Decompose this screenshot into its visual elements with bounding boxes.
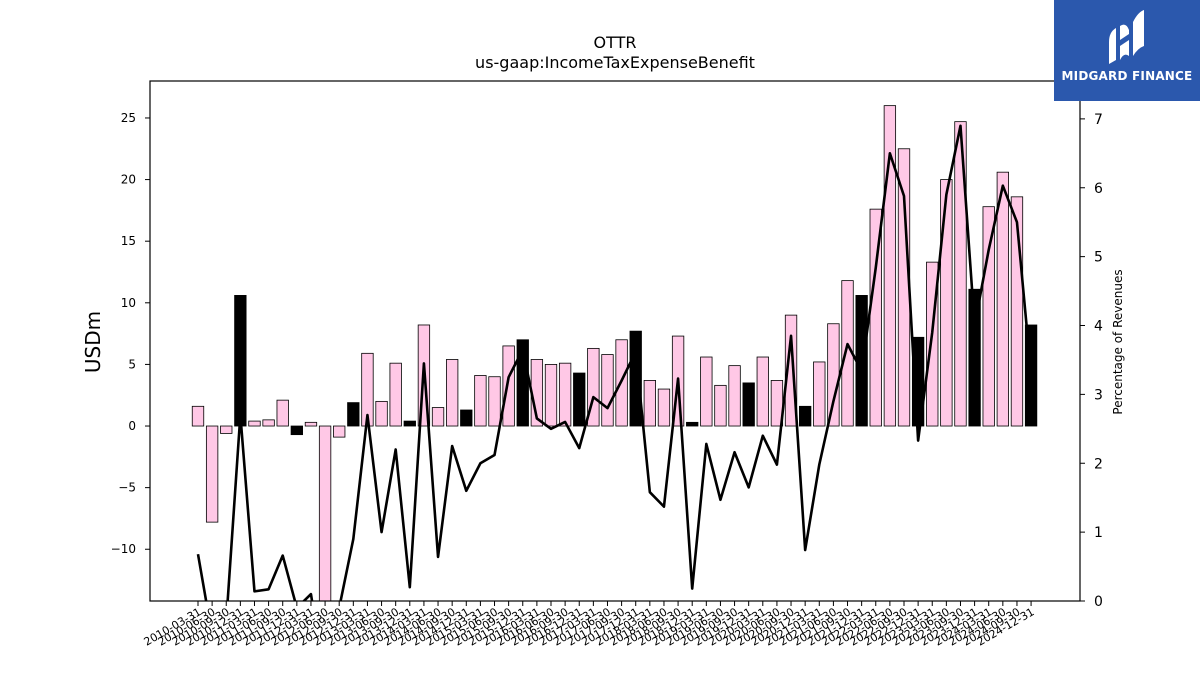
- bar-2010-06-30: [205, 425, 219, 523]
- y2-tick-label: 2: [1094, 456, 1103, 472]
- y-tick-label: 25: [121, 111, 136, 125]
- bar-2017-03-31: [587, 347, 600, 427]
- bar-2024-06-30: [996, 171, 1009, 427]
- y-tick-label: 15: [121, 234, 136, 248]
- bar-2011-09-30: [276, 399, 289, 427]
- bar-2016-09-30: [558, 362, 572, 427]
- bar-2015-09-30: [502, 345, 515, 427]
- bar-2010-09-30: [220, 425, 233, 434]
- plot-frame: [149, 80, 1081, 602]
- bar-2019-12-31: [742, 382, 755, 427]
- y2-tick-label: 1: [1094, 525, 1103, 541]
- bar-2014-09-30: [446, 359, 459, 427]
- bar-2023-06-30: [940, 179, 953, 427]
- y-tick-label: 0: [128, 419, 136, 433]
- bar-2016-12-31: [573, 372, 586, 427]
- bar-2012-09-30: [333, 425, 346, 438]
- logo-text: MIDGARD FINANCE: [1061, 69, 1193, 83]
- bar-2021-06-30: [827, 323, 840, 427]
- bar-2012-06-30: [318, 425, 332, 602]
- y2-tick-label: 5: [1094, 250, 1103, 266]
- bar-2013-06-30: [375, 400, 388, 427]
- bar-2014-06-30: [431, 407, 445, 427]
- bar-2023-09-30: [954, 121, 967, 427]
- bar-2013-12-31: [403, 420, 416, 427]
- bar-2024-09-30: [1010, 196, 1024, 427]
- percentage-of-revenues-line: [196, 124, 1033, 601]
- y-tick-label: −10: [111, 542, 136, 556]
- bar-2011-12-31: [290, 425, 303, 436]
- bar-2017-06-30: [601, 354, 614, 427]
- bar-2011-06-30: [262, 419, 275, 427]
- y-tick-label: 5: [128, 357, 136, 371]
- bar-2010-03-31: [191, 405, 205, 427]
- bar-2015-03-31: [474, 375, 487, 427]
- bar-2013-09-30: [389, 362, 402, 427]
- bar-2019-09-30: [728, 365, 741, 427]
- bar-2010-12-31: [234, 295, 247, 427]
- y2-tick-label: 0: [1094, 594, 1103, 610]
- midgard-finance-logo: MIDGARD FINANCE: [1054, 0, 1200, 101]
- bar-2014-12-31: [460, 409, 473, 427]
- chart-title: OTTR: [594, 33, 637, 52]
- bar-2019-03-31: [700, 356, 713, 427]
- bar-2023-03-31: [926, 261, 939, 427]
- bar-2023-12-31: [968, 288, 981, 427]
- y2-tick-label: 3: [1094, 387, 1103, 403]
- bar-2020-12-31: [799, 405, 812, 427]
- chart-subtitle: us-gaap:IncomeTaxExpenseBenefit: [475, 53, 755, 72]
- bar-2018-03-31: [643, 380, 656, 427]
- bar-2024-12-31: [1024, 324, 1038, 427]
- bar-2019-06-30: [714, 384, 727, 427]
- bar-2015-06-30: [488, 376, 501, 427]
- bar-2020-03-31: [756, 356, 769, 427]
- y-tick-label: −5: [118, 481, 136, 495]
- bar-2022-06-30: [883, 105, 897, 427]
- y2-tick-label: 7: [1094, 112, 1103, 128]
- y2-tick-label: 4: [1094, 319, 1103, 335]
- bar-2018-12-31: [686, 421, 699, 427]
- y2-axis-label: Percentage of Revenues: [1111, 269, 1125, 414]
- bar-2012-03-31: [304, 421, 318, 427]
- bar-2011-03-31: [248, 420, 261, 427]
- y-tick-label: 20: [121, 173, 136, 187]
- midgard-m-icon: [1109, 10, 1144, 64]
- bar-2021-03-31: [813, 361, 826, 427]
- y-axis-label: USDm: [81, 311, 105, 373]
- bar-2018-06-30: [657, 388, 671, 427]
- y2-tick-label: 6: [1094, 181, 1103, 197]
- bar-2024-03-31: [982, 206, 995, 427]
- bar-2012-12-31: [347, 402, 360, 427]
- bar-2020-09-30: [784, 314, 798, 427]
- y-tick-label: 10: [121, 296, 136, 310]
- bar-2016-06-30: [544, 364, 558, 427]
- bar-2017-12-31: [629, 330, 642, 427]
